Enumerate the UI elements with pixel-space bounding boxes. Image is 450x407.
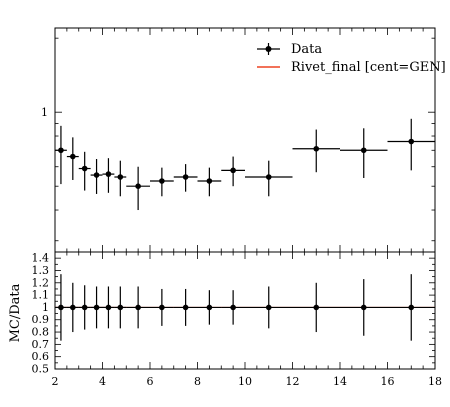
legend-entry-mc: Rivet_final [cent=GEN] xyxy=(257,60,446,75)
data-point xyxy=(150,167,174,197)
y-tick-label: 0.9 xyxy=(32,313,50,326)
data-point xyxy=(126,166,150,211)
data-marker xyxy=(159,178,165,184)
data-marker xyxy=(265,174,272,180)
x-tick-label: 12 xyxy=(286,375,300,388)
ratio-marker xyxy=(230,304,236,311)
data-point xyxy=(292,129,340,173)
ratio-point xyxy=(114,286,127,329)
x-tick-label: 2 xyxy=(52,375,59,388)
ratio-point xyxy=(78,285,91,330)
y-tick-label: 1.4 xyxy=(32,252,50,265)
legend-data-label: Data xyxy=(291,42,322,57)
ratio-ticks: 2 4 6 8 10 12 14 16 18 0.50.60.70.80.911.11.21.31… xyxy=(32,251,442,388)
data-point xyxy=(66,137,79,180)
y-tick-label: 0.5 xyxy=(32,363,50,376)
ratio-y-axis-label: MC/Data xyxy=(8,283,23,342)
ratio-point xyxy=(173,288,198,326)
data-point xyxy=(114,160,127,197)
ratio-point xyxy=(150,288,174,326)
y-tick-label: 0.7 xyxy=(32,338,50,351)
data-marker xyxy=(93,172,100,178)
ratio-point xyxy=(55,274,67,341)
data-marker xyxy=(206,178,213,184)
y-tick-label: 0.8 xyxy=(32,326,50,339)
ratio-marker xyxy=(135,304,141,311)
ratio-panel: 2 4 6 8 10 12 14 16 18 0.50.60.70.80.911.11.21.31… xyxy=(8,251,442,388)
data-point xyxy=(90,159,103,194)
x-tick-label: 14 xyxy=(333,375,347,388)
ratio-marker xyxy=(93,304,100,311)
ratio-point xyxy=(245,286,293,329)
legend: Data Rivet_final [cent=GEN] xyxy=(257,42,446,75)
y-tick-label: 0.6 xyxy=(32,350,50,363)
ratio-point xyxy=(197,290,222,325)
data-point xyxy=(173,164,198,192)
x-tick-label: 6 xyxy=(147,375,154,388)
data-point xyxy=(78,151,91,191)
data-point xyxy=(245,160,293,197)
ratio-point xyxy=(292,282,340,333)
data-marker xyxy=(230,167,236,174)
ratio-marker xyxy=(313,304,320,311)
x-tick-label: 16 xyxy=(381,375,395,388)
data-marker xyxy=(313,145,320,152)
ratio-marker xyxy=(159,304,165,311)
data-marker xyxy=(58,147,64,154)
y-tick-label-1: 1 xyxy=(41,106,48,119)
ratio-point xyxy=(126,286,150,329)
ratio-marker xyxy=(360,304,367,311)
y-tick-label: 1.1 xyxy=(32,289,50,302)
ratio-marker xyxy=(105,304,112,311)
ratio-marker xyxy=(206,304,213,311)
data-marker xyxy=(360,147,367,154)
ratio-data-points xyxy=(55,274,435,341)
data-point xyxy=(55,125,67,185)
data-marker xyxy=(182,174,189,180)
ratio-marker xyxy=(117,304,124,311)
data-point xyxy=(340,128,388,178)
ratio-marker xyxy=(81,304,88,311)
x-tick-label: 18 xyxy=(428,375,442,388)
data-marker xyxy=(70,153,76,160)
ratio-point xyxy=(221,290,245,325)
legend-entry-data: Data xyxy=(257,42,322,57)
data-marker xyxy=(135,183,141,190)
main-data-points xyxy=(55,118,435,211)
legend-mc-label: Rivet_final [cent=GEN] xyxy=(291,60,446,75)
y-tick-label: 1 xyxy=(42,301,49,314)
ratio-marker xyxy=(58,304,64,311)
data-marker xyxy=(408,138,415,145)
ratio-point xyxy=(102,286,115,329)
legend-data-marker xyxy=(265,46,272,52)
ratio-marker xyxy=(408,304,415,311)
data-point xyxy=(102,158,115,193)
ratio-marker xyxy=(70,304,76,311)
data-marker xyxy=(81,165,88,172)
ratio-point xyxy=(340,279,388,336)
data-point xyxy=(387,118,435,171)
main-ticks xyxy=(54,28,436,252)
y-tick-label: 1.2 xyxy=(32,276,50,289)
ratio-marker xyxy=(265,304,272,311)
data-point xyxy=(197,167,222,197)
ratio-point xyxy=(387,274,435,341)
y-tick-label: 1.3 xyxy=(32,264,50,277)
ratio-point xyxy=(90,286,103,329)
ratio-point xyxy=(66,282,79,333)
data-marker xyxy=(117,174,124,180)
data-point xyxy=(221,156,245,187)
ratio-frame xyxy=(54,251,436,370)
data-marker xyxy=(105,171,112,177)
x-tick-label: 4 xyxy=(99,375,106,388)
ratio-marker xyxy=(182,304,189,311)
x-tick-label: 8 xyxy=(194,375,201,388)
x-tick-label: 10 xyxy=(238,375,252,388)
